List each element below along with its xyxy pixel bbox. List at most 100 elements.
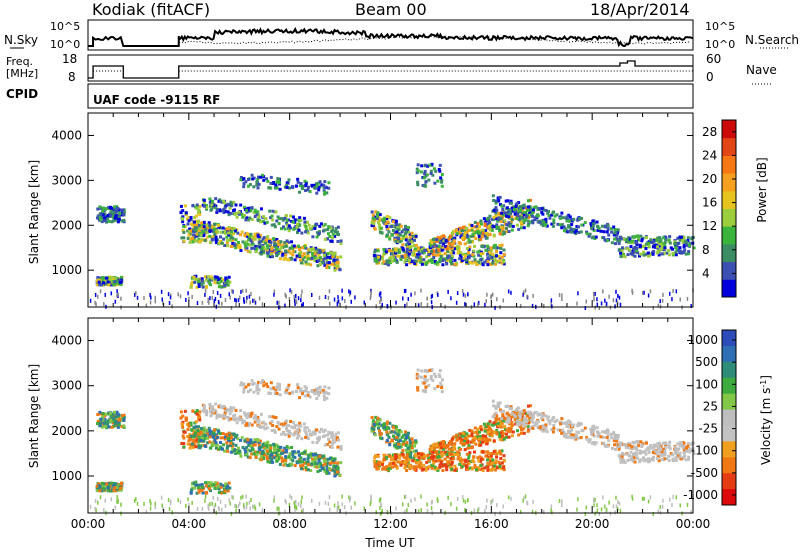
velocity-cell — [251, 444, 255, 448]
power-cell — [450, 254, 454, 258]
velocity-cell — [204, 433, 208, 437]
power-cell — [110, 275, 114, 279]
power-cell — [223, 283, 227, 287]
velocity-cell — [110, 481, 114, 485]
power-cell — [250, 246, 254, 250]
velocity-cell — [468, 446, 472, 450]
power-cell — [186, 229, 190, 233]
power-cell — [481, 261, 485, 265]
power-cell — [449, 251, 453, 255]
power-cell — [257, 236, 261, 240]
power-cell — [398, 233, 402, 237]
power-cell — [333, 234, 337, 238]
velocity-cell — [495, 452, 499, 456]
power-cell — [181, 217, 185, 221]
power-cell — [254, 210, 258, 214]
power-cell — [256, 233, 260, 237]
velocity-cell — [339, 445, 343, 449]
velocity-cell — [383, 422, 387, 426]
velocity-cell — [273, 430, 277, 434]
power-cell — [275, 237, 279, 241]
velocity-cell — [453, 468, 457, 472]
power-cell — [483, 234, 487, 238]
power-cell — [414, 249, 418, 253]
power-cell — [562, 225, 566, 229]
velocity-cell — [300, 391, 304, 395]
velocity-cell — [445, 468, 449, 472]
power-cell — [287, 178, 291, 182]
power-cell — [405, 230, 408, 234]
power-cell — [243, 214, 247, 218]
power-cell — [393, 258, 397, 262]
velocity-cell — [315, 387, 319, 391]
power-cell — [462, 292, 465, 297]
power-cell — [542, 220, 546, 224]
velocity-cell — [432, 461, 436, 465]
velocity-cell — [469, 440, 473, 444]
velocity-cell — [254, 450, 258, 454]
velocity-cell — [381, 467, 385, 471]
power-cell — [106, 217, 110, 221]
power-cell — [202, 231, 206, 235]
velocity-cell — [403, 466, 407, 470]
date-label: 18/Apr/2014 — [590, 0, 690, 19]
velocity-cell — [414, 449, 418, 453]
power-cell — [193, 228, 197, 232]
velocity-cell — [187, 435, 191, 439]
power-cell — [304, 260, 308, 264]
velocity-cell — [258, 448, 262, 452]
power-cell — [310, 292, 313, 297]
velocity-cell — [213, 481, 217, 485]
power-cell — [684, 243, 688, 247]
velocity-cell — [326, 437, 330, 441]
velocity-cell — [489, 460, 493, 464]
velocity-cell — [230, 436, 234, 440]
power-cell — [475, 262, 479, 266]
velocity-cell — [426, 453, 430, 457]
power-cell — [673, 240, 677, 244]
power-cell — [503, 219, 507, 223]
power-cell — [209, 201, 213, 205]
velocity-cell — [443, 450, 447, 454]
velocity-cell — [403, 459, 407, 463]
velocity-cell — [398, 439, 402, 443]
velocity-cell — [491, 458, 495, 462]
power-cell — [95, 279, 99, 283]
power-cell — [269, 238, 273, 242]
velocity-cell — [183, 409, 187, 413]
power-cell — [440, 184, 444, 188]
velocity-cell — [219, 436, 223, 440]
power-cell — [437, 292, 439, 297]
velocity-cell — [302, 422, 306, 426]
power-cell — [594, 291, 596, 296]
velocity-cell — [431, 459, 435, 463]
velocity-cell — [304, 452, 308, 456]
power-cell — [388, 235, 392, 239]
power-cell — [651, 252, 655, 256]
velocity-cell — [119, 486, 123, 490]
power-cell — [103, 212, 107, 216]
power-cell — [238, 246, 242, 250]
power-cell — [621, 254, 625, 258]
velocity-cell — [450, 462, 454, 466]
power-cell — [241, 288, 244, 293]
power-cell — [98, 216, 102, 220]
velocity-cell — [317, 393, 321, 397]
power-cell — [637, 236, 641, 240]
velocity-cell — [331, 438, 335, 442]
velocity-cell — [378, 429, 382, 433]
power-cell — [388, 261, 392, 265]
velocity-cell — [186, 442, 190, 446]
power-cell — [207, 281, 211, 285]
power-cell — [336, 260, 340, 264]
velocity-cell — [304, 389, 308, 393]
power-cell — [526, 199, 530, 203]
power-cell — [259, 220, 263, 224]
power-cell — [403, 232, 407, 236]
velocity-cell — [329, 456, 333, 460]
power-cell — [277, 181, 281, 185]
power-cell — [431, 293, 434, 298]
velocity-cell — [239, 383, 243, 387]
velocity-cell — [308, 395, 312, 399]
velocity-cell — [321, 463, 325, 467]
